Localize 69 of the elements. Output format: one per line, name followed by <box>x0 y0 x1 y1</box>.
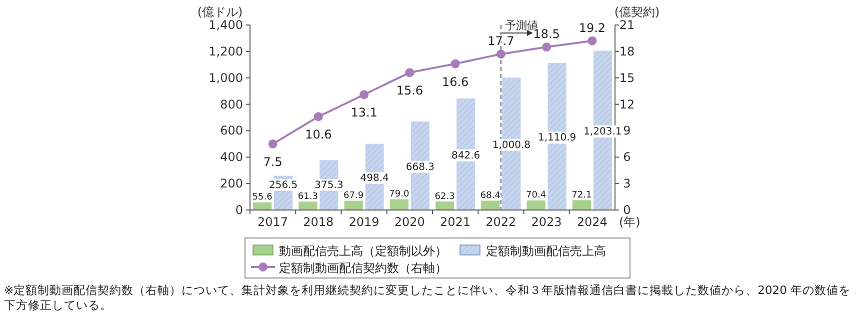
data-label: 7.5 <box>263 154 282 169</box>
y2-tick-label: 0 <box>623 203 631 217</box>
data-label: 61.3 <box>298 192 318 202</box>
x-tick-label: 2018 <box>303 215 334 229</box>
data-label: 62.3 <box>434 192 455 202</box>
data-label: 668.3 <box>406 162 435 173</box>
data-label: 1,203.1 <box>584 126 622 138</box>
y-axis-title: (億ドル) <box>197 5 243 19</box>
data-label: 256.5 <box>268 180 298 191</box>
data-label: 15.6 <box>396 84 424 98</box>
data-label: 67.9 <box>344 191 364 202</box>
bar <box>572 200 591 210</box>
data-label: 842.6 <box>451 150 480 162</box>
y-tick-label: 1,400 <box>208 18 243 32</box>
y2-tick-label: 3 <box>623 176 631 191</box>
x-tick-label: 2022 <box>486 215 516 229</box>
y-tick-label: 600 <box>220 124 243 138</box>
data-label: 70.4 <box>526 190 546 201</box>
y-tick-label: 200 <box>220 176 243 191</box>
y-tick-label: 1,200 <box>208 44 243 58</box>
y2-tick-label: 12 <box>619 97 635 112</box>
data-label: 13.1 <box>350 106 378 120</box>
data-label: 55.6 <box>252 192 273 203</box>
bar <box>526 200 546 210</box>
x-tick-label: 2023 <box>531 215 562 229</box>
legend-label: 動画配信売上高（定額制以外） <box>279 244 447 258</box>
data-label: 16.6 <box>442 74 469 89</box>
y2-tick-label: 9 <box>623 124 631 138</box>
x-tick-label: 2021 <box>440 215 471 229</box>
bar <box>481 200 500 210</box>
x-axis-title: (年) <box>619 215 640 229</box>
data-label: 1,000.8 <box>492 140 531 151</box>
legend-label: 定額制動画配信契約数（右軸） <box>279 261 447 275</box>
y2-axis-title: (億契約) <box>614 5 660 19</box>
data-label: 72.1 <box>572 190 592 200</box>
data-label: 68.4 <box>480 190 501 201</box>
y-tick-label: 1,000 <box>208 70 243 85</box>
data-label: 498.4 <box>360 173 389 184</box>
y2-tick-label: 15 <box>619 70 635 85</box>
data-label: 10.6 <box>305 128 332 142</box>
y-tick-label: 400 <box>220 150 243 164</box>
bar <box>390 199 408 210</box>
point <box>314 112 323 122</box>
y2-tick-label: 6 <box>623 150 631 164</box>
y2-tick-label: 18 <box>619 44 635 58</box>
data-label: 375.3 <box>314 180 344 191</box>
point <box>450 59 460 68</box>
point <box>496 50 506 59</box>
text: ※定額制動画配信契約数（右軸）について、集計対象を利用継続契約に変更したことに伴い、令和３年版情報通信白書に掲載した数値から、2020 年の数値を下方修正している。 <box>4 283 852 313</box>
data-label: 79.0 <box>389 190 410 200</box>
legend-label: 定額制動画配信売上高 <box>486 244 606 258</box>
data-label: 17.7 <box>488 34 514 48</box>
y2-tick-label: 21 <box>619 18 635 32</box>
point <box>268 139 278 148</box>
data-label: 19.2 <box>578 20 606 35</box>
bar <box>436 201 454 210</box>
x-tick-label: 2024 <box>576 215 608 229</box>
y-tick-label: 800 <box>220 97 243 112</box>
point <box>542 42 552 52</box>
x-tick-label: 2020 <box>394 215 425 229</box>
point <box>360 90 369 100</box>
bar <box>344 200 363 210</box>
x-tick-label: 2017 <box>258 215 288 229</box>
point <box>588 36 597 46</box>
data-label: 1,110.9 <box>538 132 576 144</box>
point <box>405 68 414 78</box>
y-tick-label: 0 <box>235 203 243 217</box>
bar <box>298 202 318 210</box>
x-tick-label: 2019 <box>348 215 380 229</box>
